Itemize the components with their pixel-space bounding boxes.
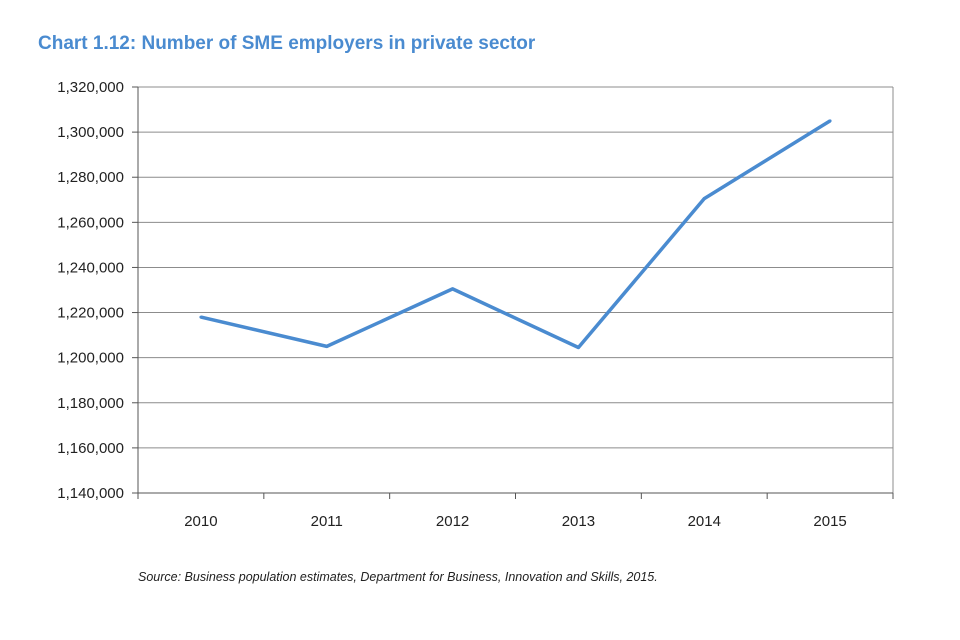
data-point	[199, 315, 203, 319]
y-tick-label: 1,140,000	[57, 485, 124, 502]
gridlines	[138, 86, 894, 493]
y-tick-label: 1,160,000	[57, 440, 124, 457]
x-tick-label: 2014	[688, 513, 721, 530]
x-tick-label: 2015	[813, 513, 846, 530]
data-point	[828, 119, 832, 123]
y-tick-label: 1,320,000	[57, 79, 124, 96]
series-line	[200, 119, 832, 350]
source-note: Source: Business population estimates, D…	[138, 570, 658, 584]
y-tick-label: 1,200,000	[57, 350, 124, 367]
x-tick-labels: 2010 2011 2012 2013 2014 2015	[184, 513, 847, 530]
y-tick-label: 1,280,000	[57, 169, 124, 186]
data-point	[325, 344, 329, 348]
x-tick-label: 2013	[562, 513, 595, 530]
y-tick-label: 1,180,000	[57, 395, 124, 412]
series-layer	[199, 119, 832, 350]
y-tick-label: 1,260,000	[57, 214, 124, 231]
y-tick-label: 1,220,000	[57, 305, 124, 322]
y-tick-label: 1,240,000	[57, 259, 124, 276]
y-tick-label: 1,300,000	[57, 124, 124, 141]
x-tick-label: 2010	[184, 513, 217, 530]
data-point	[451, 287, 455, 291]
x-tick-label: 2012	[436, 513, 469, 530]
axes	[132, 86, 894, 499]
data-point	[576, 346, 580, 350]
data-point	[702, 197, 706, 201]
x-tick-label: 2011	[311, 513, 343, 530]
chart-title: Chart 1.12: Number of SME employers in p…	[38, 33, 536, 54]
y-tick-labels: 1,140,000 1,160,000 1,180,000 1,200,000 1,22…	[57, 79, 124, 502]
